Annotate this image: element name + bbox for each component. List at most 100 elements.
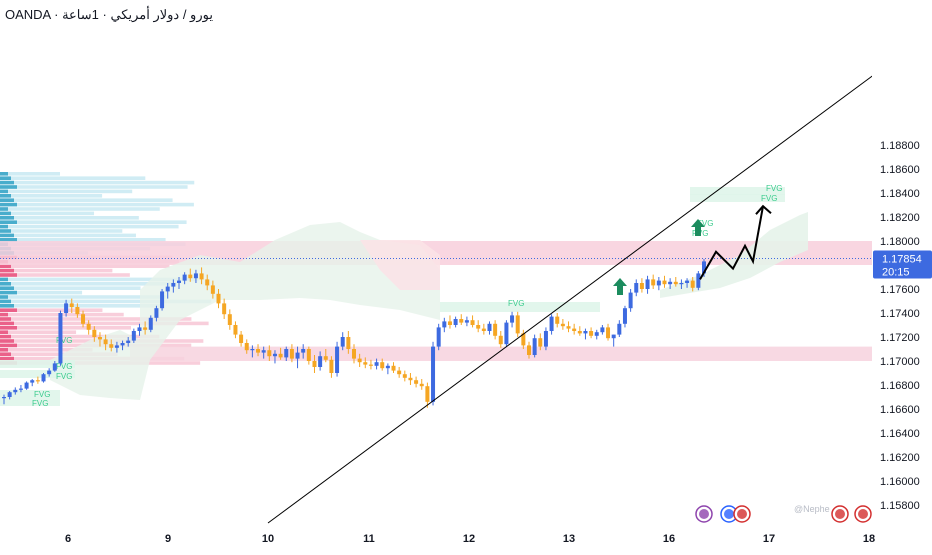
candle-body[interactable] [431,346,436,402]
candle-body[interactable] [673,281,678,285]
candle-body[interactable] [52,363,57,371]
candle-body[interactable] [227,314,232,325]
candle-body[interactable] [137,327,142,331]
candle-body[interactable] [380,362,385,369]
flag-us-icon[interactable] [733,505,751,523]
price-axis[interactable]: 1.18800 1.18600 1.18400 1.18200 1.18000 1.176… [872,0,932,550]
candle-body[interactable] [594,332,599,336]
candle-body[interactable] [368,364,373,366]
candle-body[interactable] [560,323,565,327]
candle-body[interactable] [329,359,334,373]
candle-body[interactable] [30,380,35,383]
candle-body[interactable] [143,327,148,330]
candle-body[interactable] [160,291,165,309]
candle-body[interactable] [515,315,520,334]
candle-body[interactable] [13,389,18,393]
candle-body[interactable] [272,353,277,357]
candle-body[interactable] [476,325,481,329]
candle-body[interactable] [583,331,588,334]
candle-body[interactable] [589,331,594,336]
candle-body[interactable] [244,343,249,351]
candle-body[interactable] [222,303,227,315]
candle-body[interactable] [154,308,159,318]
candle-body[interactable] [521,333,526,346]
candle-body[interactable] [504,322,509,345]
candle-body[interactable] [24,382,29,389]
candle-body[interactable] [114,345,119,348]
candle-body[interactable] [402,374,407,378]
candle-body[interactable] [81,314,86,324]
candle-body[interactable] [210,285,215,294]
candle-body[interactable] [702,261,706,274]
candle-body[interactable] [656,280,661,286]
candle-body[interactable] [171,283,176,287]
candle-body[interactable] [442,321,447,328]
candle-body[interactable] [391,365,396,371]
candle-body[interactable] [645,279,650,289]
candle-body[interactable] [35,380,40,382]
candle-body[interactable] [148,317,153,330]
candle-body[interactable] [611,334,616,339]
candle-body[interactable] [199,273,204,280]
candle-body[interactable] [668,281,673,285]
candle-body[interactable] [425,386,430,402]
candle-body[interactable] [289,349,294,359]
candle-body[interactable] [69,303,74,307]
candle-body[interactable] [75,307,80,315]
candle-body[interactable] [363,362,368,365]
candle-body[interactable] [617,323,622,335]
candle-body[interactable] [651,279,656,286]
candle-body[interactable] [97,337,102,340]
candle-body[interactable] [165,286,170,292]
candle-body[interactable] [177,280,181,283]
time-axis[interactable]: 6 9 10 11 12 13 16 17 18 [65,533,875,545]
candle-body[interactable] [2,397,6,399]
candle-body[interactable] [131,331,136,341]
candle-body[interactable] [340,337,345,347]
candles[interactable] [2,259,706,408]
candle-body[interactable] [419,383,424,387]
candle-body[interactable] [634,283,639,293]
candle-body[interactable] [335,346,340,373]
globe-icon[interactable] [720,505,738,523]
candle-body[interactable] [352,349,356,359]
event-icons[interactable] [695,505,872,523]
candle-body[interactable] [436,327,441,347]
candle-body[interactable] [188,274,193,279]
candle-body[interactable] [628,292,633,309]
candle-body[interactable] [357,358,362,363]
candle-body[interactable] [487,323,492,331]
candle-body[interactable] [447,321,452,325]
candle-body[interactable] [346,337,351,349]
candle-body[interactable] [312,361,317,367]
candle-body[interactable] [453,319,458,325]
candle-body[interactable] [481,328,486,331]
candle-body[interactable] [385,365,390,369]
candle-body[interactable] [414,380,419,384]
flag-us-icon[interactable] [831,505,849,523]
candle-body[interactable] [318,356,323,367]
candle-body[interactable] [690,280,695,288]
candle-body[interactable] [239,334,244,343]
candle-body[interactable] [696,273,701,288]
candle-body[interactable] [662,280,667,285]
candle-body[interactable] [193,273,198,279]
last-price-badge[interactable] [873,250,932,279]
candle-body[interactable] [103,339,108,345]
candle-body[interactable] [182,274,187,281]
candle-body[interactable] [679,283,684,285]
candle-body[interactable] [538,338,543,347]
candle-body[interactable] [261,350,266,353]
candle-body[interactable] [549,316,554,331]
candle-body[interactable] [510,315,515,323]
candle-body[interactable] [572,328,577,331]
flag-us-icon[interactable] [854,505,872,523]
candle-body[interactable] [306,349,311,361]
candle-body[interactable] [555,316,560,324]
candle-body[interactable] [527,345,531,355]
candle-body[interactable] [397,370,402,375]
candle-body[interactable] [250,349,255,351]
candle-body[interactable] [532,338,537,355]
candle-body[interactable] [267,350,272,357]
projection-path[interactable] [699,206,764,280]
